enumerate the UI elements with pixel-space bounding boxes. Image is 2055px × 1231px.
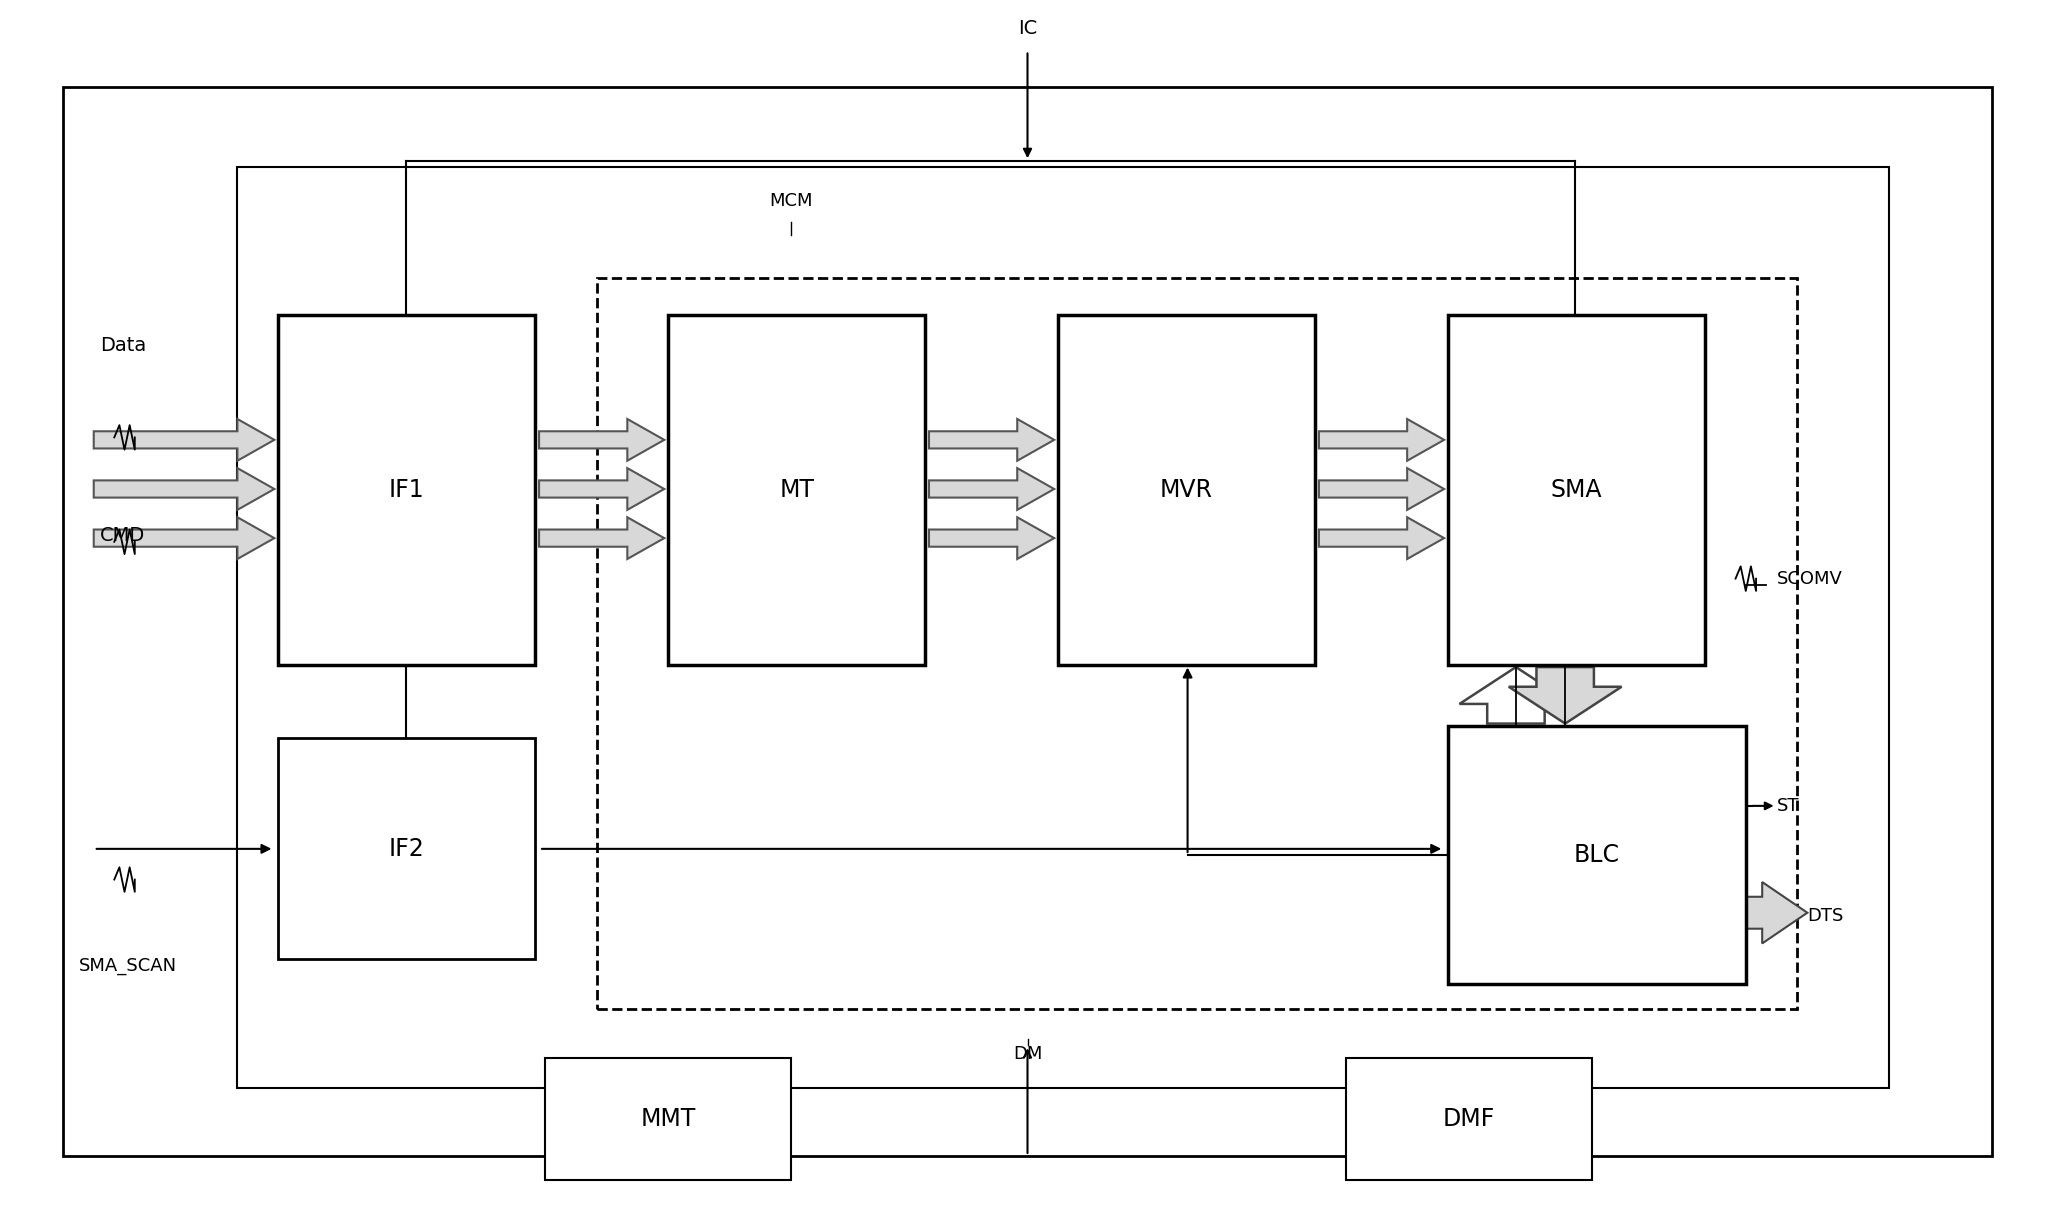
Bar xyxy=(596,278,1796,1008)
FancyArrow shape xyxy=(95,419,273,460)
Text: ST: ST xyxy=(1778,796,1798,815)
Bar xyxy=(668,315,925,665)
Text: DTS: DTS xyxy=(1806,907,1843,926)
FancyArrow shape xyxy=(1747,883,1806,943)
Bar xyxy=(1058,315,1315,665)
Text: SMA: SMA xyxy=(1552,478,1603,501)
Text: DM: DM xyxy=(1013,1045,1042,1064)
Bar xyxy=(545,1057,791,1181)
Bar xyxy=(1346,1057,1593,1181)
Bar xyxy=(238,167,1889,1088)
Text: IC: IC xyxy=(1017,20,1038,38)
FancyArrow shape xyxy=(1319,419,1445,460)
Text: Data: Data xyxy=(101,336,146,355)
Text: MT: MT xyxy=(779,478,814,501)
FancyArrow shape xyxy=(929,468,1054,510)
Text: MMT: MMT xyxy=(641,1107,697,1131)
Bar xyxy=(64,87,1991,1156)
Bar xyxy=(277,739,534,959)
Bar xyxy=(1449,726,1747,984)
FancyArrow shape xyxy=(929,517,1054,559)
Text: MCM: MCM xyxy=(771,192,814,211)
FancyArrow shape xyxy=(1319,517,1445,559)
Bar xyxy=(1449,315,1706,665)
FancyArrow shape xyxy=(95,517,273,559)
Text: DMF: DMF xyxy=(1443,1107,1494,1131)
Text: BLC: BLC xyxy=(1574,843,1619,867)
Text: SMA_SCAN: SMA_SCAN xyxy=(80,956,177,975)
Text: IF1: IF1 xyxy=(388,478,425,501)
FancyArrow shape xyxy=(1459,667,1572,724)
FancyArrow shape xyxy=(95,468,273,510)
Text: SCOMV: SCOMV xyxy=(1778,570,1843,587)
Bar xyxy=(277,315,534,665)
FancyArrow shape xyxy=(538,419,664,460)
Text: IF2: IF2 xyxy=(388,837,425,860)
FancyArrow shape xyxy=(1508,667,1621,724)
Text: MVR: MVR xyxy=(1159,478,1212,501)
FancyArrow shape xyxy=(929,419,1054,460)
Text: CMD: CMD xyxy=(101,526,146,545)
FancyArrow shape xyxy=(538,468,664,510)
FancyArrow shape xyxy=(1319,468,1445,510)
FancyArrow shape xyxy=(538,517,664,559)
